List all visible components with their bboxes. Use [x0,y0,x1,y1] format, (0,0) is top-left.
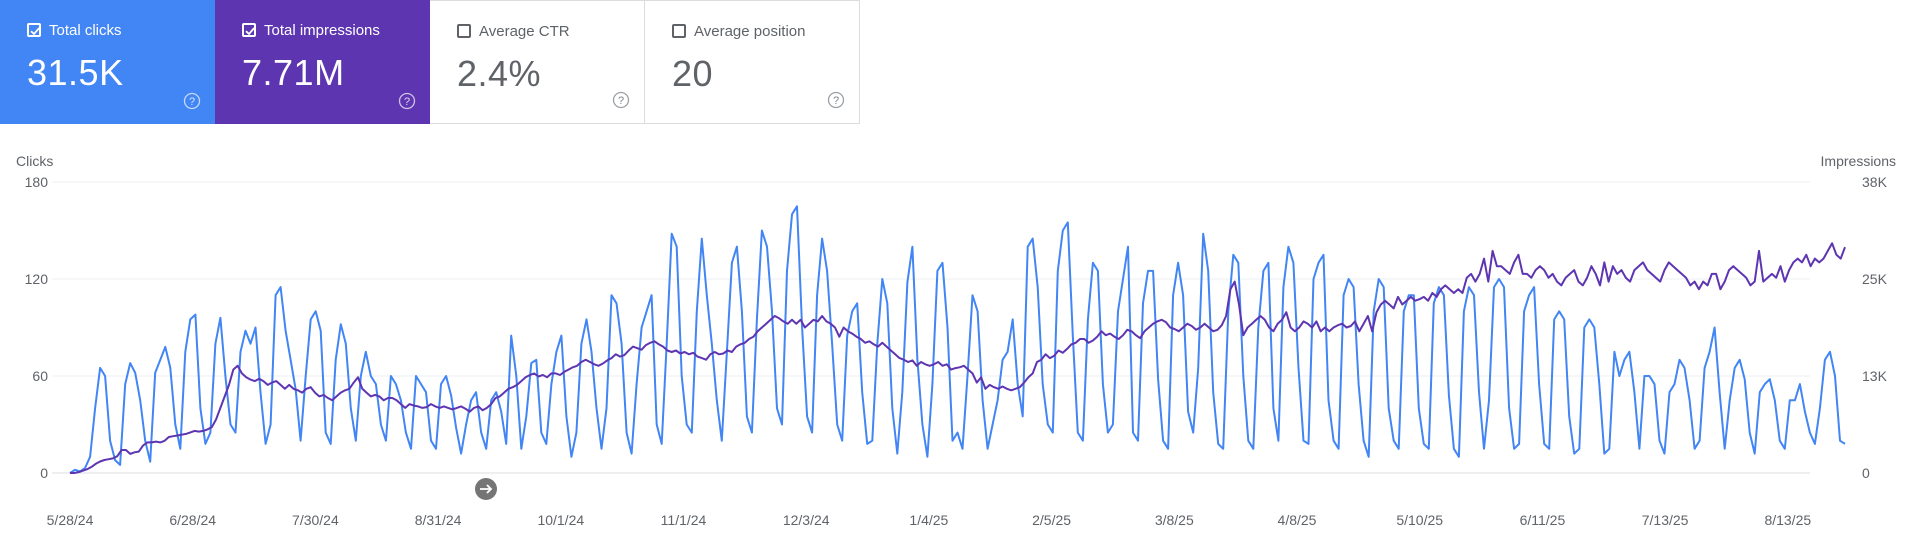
metric-value: 7.71M [242,52,345,93]
left-axis-tick-label: 60 [32,368,48,384]
checkbox-checked-icon[interactable] [27,23,41,37]
right-axis-tick-label: 0 [1862,465,1870,481]
x-axis-tick-label: 8/13/25 [1764,512,1811,528]
metric-value: 20 [672,53,714,94]
series-lines [69,205,1846,474]
x-axis-tick-label: 1/4/25 [909,512,948,528]
x-axis-tick-label: 4/8/25 [1278,512,1317,528]
svg-text:?: ? [618,95,624,107]
x-axis-tick-label: 5/28/24 [47,512,94,528]
gridlines [52,181,1810,474]
metric-card-header: Average position [672,21,859,41]
arrow-right-icon [480,484,493,494]
x-axis-tick-label: 12/3/24 [783,512,830,528]
left-axis-tick-label: 120 [25,271,49,287]
metric-card-average-ctr[interactable]: Average CTR 2.4% ? [430,0,645,124]
metric-label: Average position [694,22,806,40]
x-axis-tick-label: 8/31/24 [415,512,462,528]
metric-label: Total impressions [264,21,380,39]
left-axis-title: Clicks [16,153,53,169]
checkbox-checked-icon[interactable] [242,23,256,37]
metric-card-header: Average CTR [457,21,644,41]
metric-value: 2.4% [457,53,542,94]
svg-text:?: ? [189,96,195,108]
right-axis-tick-label: 13K [1862,368,1888,384]
svg-text:?: ? [404,96,410,108]
annotation-marker[interactable] [475,478,497,500]
axis-ticks: 0 0 60 13K 120 25K 180 38K 5/28/24 6/28/24 7/30/24… [25,174,1888,528]
series-line-impressions [70,242,1846,474]
metric-value: 31.5K [27,52,124,93]
x-axis-tick-label: 6/11/25 [1520,512,1566,528]
metric-card-header: Total clicks [27,20,215,40]
checkbox-unchecked-icon[interactable] [672,24,686,38]
checkbox-unchecked-icon[interactable] [457,24,471,38]
metric-card-average-position[interactable]: Average position 20 ? [645,0,860,124]
chart-canvas: Clicks Impressions 0 0 60 13K 120 25K 180 38K 5/… [16,153,1896,528]
help-icon[interactable]: ? [612,91,630,109]
metric-label: Average CTR [479,22,570,40]
x-axis-tick-label: 6/28/24 [169,512,216,528]
metric-card-total-clicks[interactable]: Total clicks 31.5K ? [0,0,215,124]
performance-chart: Clicks Impressions 0 0 60 13K 120 25K 180 38K 5/… [0,130,1920,540]
help-icon[interactable]: ? [398,92,416,110]
right-axis-tick-label: 38K [1862,174,1888,190]
metric-label: Total clicks [49,21,122,39]
right-axis-tick-label: 25K [1862,271,1888,287]
left-axis-tick-label: 180 [25,174,49,190]
help-icon[interactable]: ? [827,91,845,109]
left-axis-tick-label: 0 [40,465,48,481]
metric-cards: Total clicks 31.5K ? Total impressions 7… [0,0,860,124]
x-axis-tick-label: 3/8/25 [1155,512,1194,528]
help-icon[interactable]: ? [183,92,201,110]
metric-card-total-impressions[interactable]: Total impressions 7.71M ? [215,0,430,124]
x-axis-tick-label: 10/1/24 [537,512,584,528]
x-axis-tick-label: 5/10/25 [1396,512,1443,528]
x-axis-tick-label: 2/5/25 [1032,512,1071,528]
x-axis-tick-label: 7/30/24 [292,512,339,528]
series-line-clicks [69,205,1846,474]
x-axis-tick-label: 7/13/25 [1642,512,1689,528]
svg-text:?: ? [833,95,839,107]
metric-card-header: Total impressions [242,20,430,40]
right-axis-title: Impressions [1821,153,1896,169]
x-axis-tick-label: 11/1/24 [661,512,707,528]
